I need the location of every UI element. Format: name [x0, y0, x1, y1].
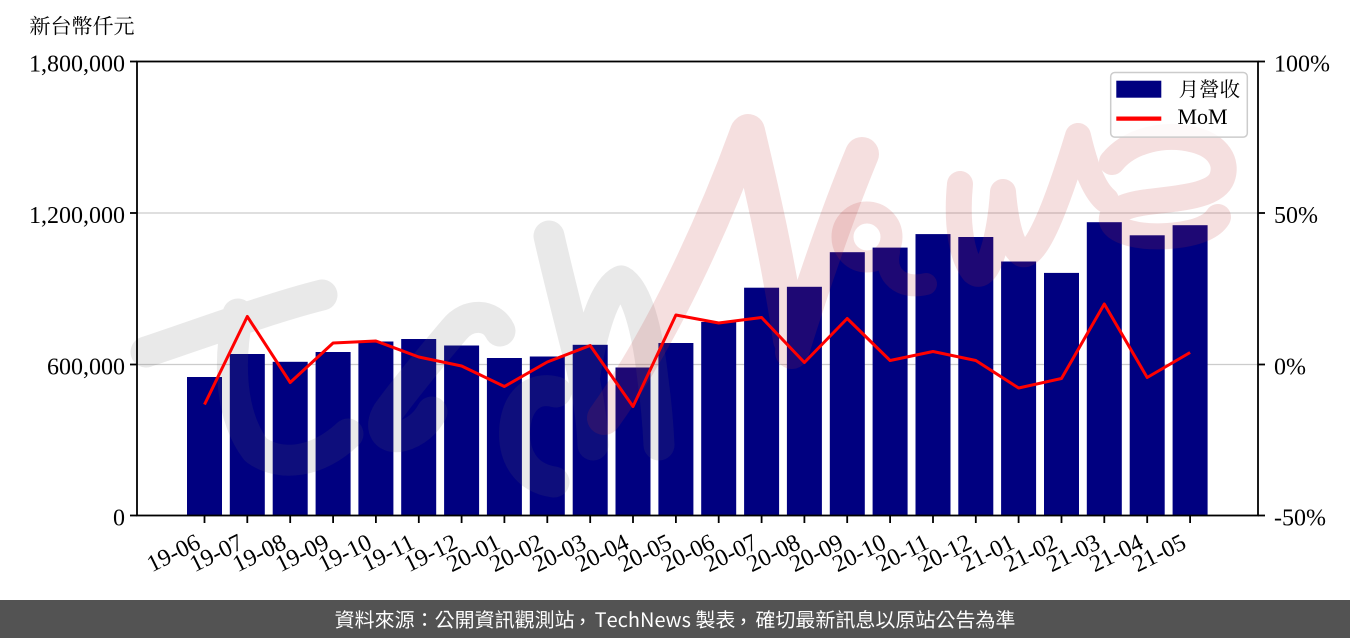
- svg-text:-50%: -50%: [1274, 506, 1326, 532]
- svg-text:0: 0: [113, 506, 125, 532]
- svg-text:600,000: 600,000: [47, 355, 125, 381]
- svg-text:1,200,000: 1,200,000: [29, 203, 125, 229]
- svg-text:1,800,000: 1,800,000: [29, 52, 125, 78]
- svg-text:0%: 0%: [1274, 355, 1306, 381]
- svg-text:100%: 100%: [1274, 52, 1330, 78]
- svg-text:50%: 50%: [1274, 203, 1318, 229]
- svg-text:MoM: MoM: [1178, 104, 1228, 129]
